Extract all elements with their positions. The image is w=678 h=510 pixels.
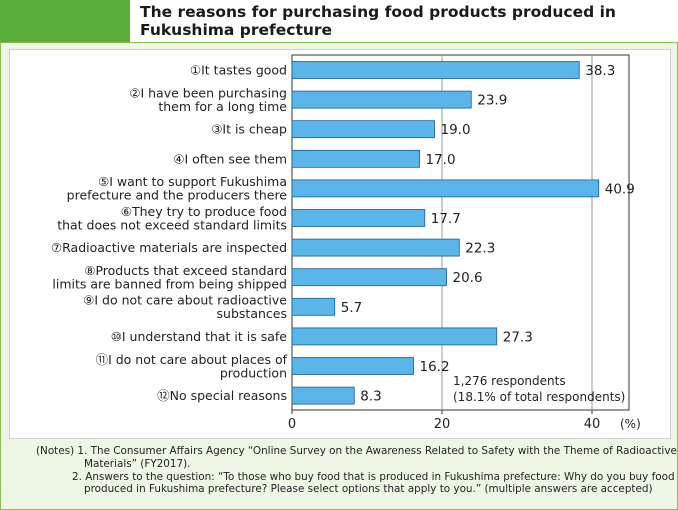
category-label: ⑥They try to produce food: [121, 204, 287, 219]
notes: (Notes) 1. The Consumer Affairs Agency “…: [36, 445, 677, 496]
category-label: ⑧Products that exceed standard: [84, 263, 287, 278]
bar-value-label: 38.3: [585, 63, 615, 79]
category-label: ①It tastes good: [190, 63, 287, 78]
bar: [291, 238, 460, 257]
note-1-cont: Materials” (FY2017).: [84, 457, 191, 470]
bar: [291, 297, 336, 316]
category-label: ⑤I want to support Fukushima: [98, 174, 287, 189]
category-label: ③It is cheap: [211, 122, 287, 137]
title-accent-block: [0, 0, 130, 42]
category-label: that does not exceed standard limits: [57, 217, 287, 232]
axis-unit-label: (%): [620, 417, 641, 431]
plot-area: [291, 54, 630, 411]
bar-value-label: 8.3: [360, 389, 381, 405]
note-2-cont: produced in Fukushima prefecture? Please…: [84, 483, 653, 496]
bar-value-label: 5.7: [341, 300, 362, 316]
category-label: ⑩I understand that it is safe: [111, 329, 288, 344]
title-bar: The reasons for purchasing food products…: [0, 0, 678, 43]
x-tick-label: 20: [434, 417, 451, 432]
bar: [291, 327, 498, 346]
bar-value-label: 19.0: [441, 122, 471, 138]
bar-value-label: 22.3: [465, 241, 495, 257]
bar: [291, 386, 355, 405]
note-1: (Notes) 1. The Consumer Affairs Agency “…: [36, 445, 677, 457]
bar: [291, 61, 580, 79]
category-label: substances: [217, 306, 287, 321]
bar: [291, 90, 472, 109]
bar: [291, 149, 420, 168]
bar-value-label: 17.0: [426, 152, 456, 168]
category-label: ⑫No special reasons: [157, 388, 287, 403]
category-label: limits are banned from being shipped: [52, 276, 287, 291]
category-label: production: [220, 365, 287, 380]
bar-value-label: 16.2: [420, 359, 450, 375]
category-label: ⑨I do not care about radioactive: [83, 293, 287, 308]
chart-title: The reasons for purchasing food products…: [140, 3, 616, 39]
bar-value-label: 20.6: [453, 270, 483, 286]
category-label: them for a long time: [158, 99, 287, 114]
bar: [291, 268, 447, 287]
category-label: ④I often see them: [173, 151, 287, 166]
category-label: ⑦Radioactive materials are inspected: [51, 240, 287, 255]
bar-value-label: 27.3: [503, 329, 533, 345]
category-label: ②I have been purchasing: [129, 85, 287, 100]
annotation-share: (18.1% of total respondents): [453, 390, 625, 404]
annotation-respondents: 1,276 respondents: [453, 374, 566, 388]
bar-value-label: 40.9: [605, 181, 635, 197]
note-2: 2. Answers to the question: “To those wh…: [72, 470, 675, 483]
category-label: prefecture and the producers there: [67, 188, 288, 203]
x-tick-label: 40: [584, 417, 601, 432]
bar: [291, 357, 414, 375]
bar-value-label: 23.9: [477, 93, 507, 109]
bar: [291, 120, 435, 139]
bar-value-label: 17.7: [431, 211, 461, 227]
x-tick-label: 0: [288, 417, 296, 432]
bar: [291, 179, 600, 198]
bar: [291, 209, 426, 227]
category-label: ⑪I do not care about places of: [96, 352, 288, 367]
